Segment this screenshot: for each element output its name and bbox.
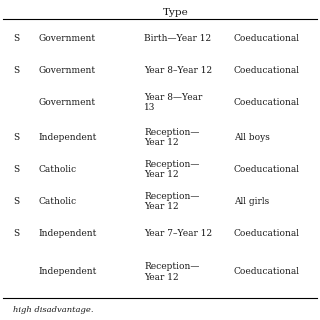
Text: Year 8—Year
13: Year 8—Year 13 — [144, 93, 202, 112]
Text: S: S — [13, 66, 19, 75]
Text: Independent: Independent — [38, 133, 97, 142]
Text: Reception—
Year 12: Reception— Year 12 — [144, 128, 199, 147]
Text: Catholic: Catholic — [38, 197, 76, 206]
Text: Catholic: Catholic — [38, 165, 76, 174]
Text: Coeducational: Coeducational — [234, 165, 300, 174]
Text: Type: Type — [163, 8, 189, 17]
Text: Government: Government — [38, 98, 96, 107]
Text: Coeducational: Coeducational — [234, 34, 300, 43]
Text: S: S — [13, 133, 19, 142]
Text: Coeducational: Coeducational — [234, 268, 300, 276]
Text: high disadvantage.: high disadvantage. — [13, 307, 93, 314]
Text: Government: Government — [38, 66, 96, 75]
Text: S: S — [13, 229, 19, 238]
Text: S: S — [13, 165, 19, 174]
Text: Reception—
Year 12: Reception— Year 12 — [144, 192, 199, 211]
Text: Reception—
Year 12: Reception— Year 12 — [144, 160, 199, 179]
Text: Birth—Year 12: Birth—Year 12 — [144, 34, 211, 43]
Text: Government: Government — [38, 34, 96, 43]
Text: Independent: Independent — [38, 229, 97, 238]
Text: Coeducational: Coeducational — [234, 98, 300, 107]
Text: Independent: Independent — [38, 268, 97, 276]
Text: All girls: All girls — [234, 197, 269, 206]
Text: Reception—
Year 12: Reception— Year 12 — [144, 262, 199, 282]
Text: S: S — [13, 34, 19, 43]
Text: Year 8–Year 12: Year 8–Year 12 — [144, 66, 212, 75]
Text: Coeducational: Coeducational — [234, 229, 300, 238]
Text: Coeducational: Coeducational — [234, 66, 300, 75]
Text: All boys: All boys — [234, 133, 269, 142]
Text: Year 7–Year 12: Year 7–Year 12 — [144, 229, 212, 238]
Text: S: S — [13, 197, 19, 206]
